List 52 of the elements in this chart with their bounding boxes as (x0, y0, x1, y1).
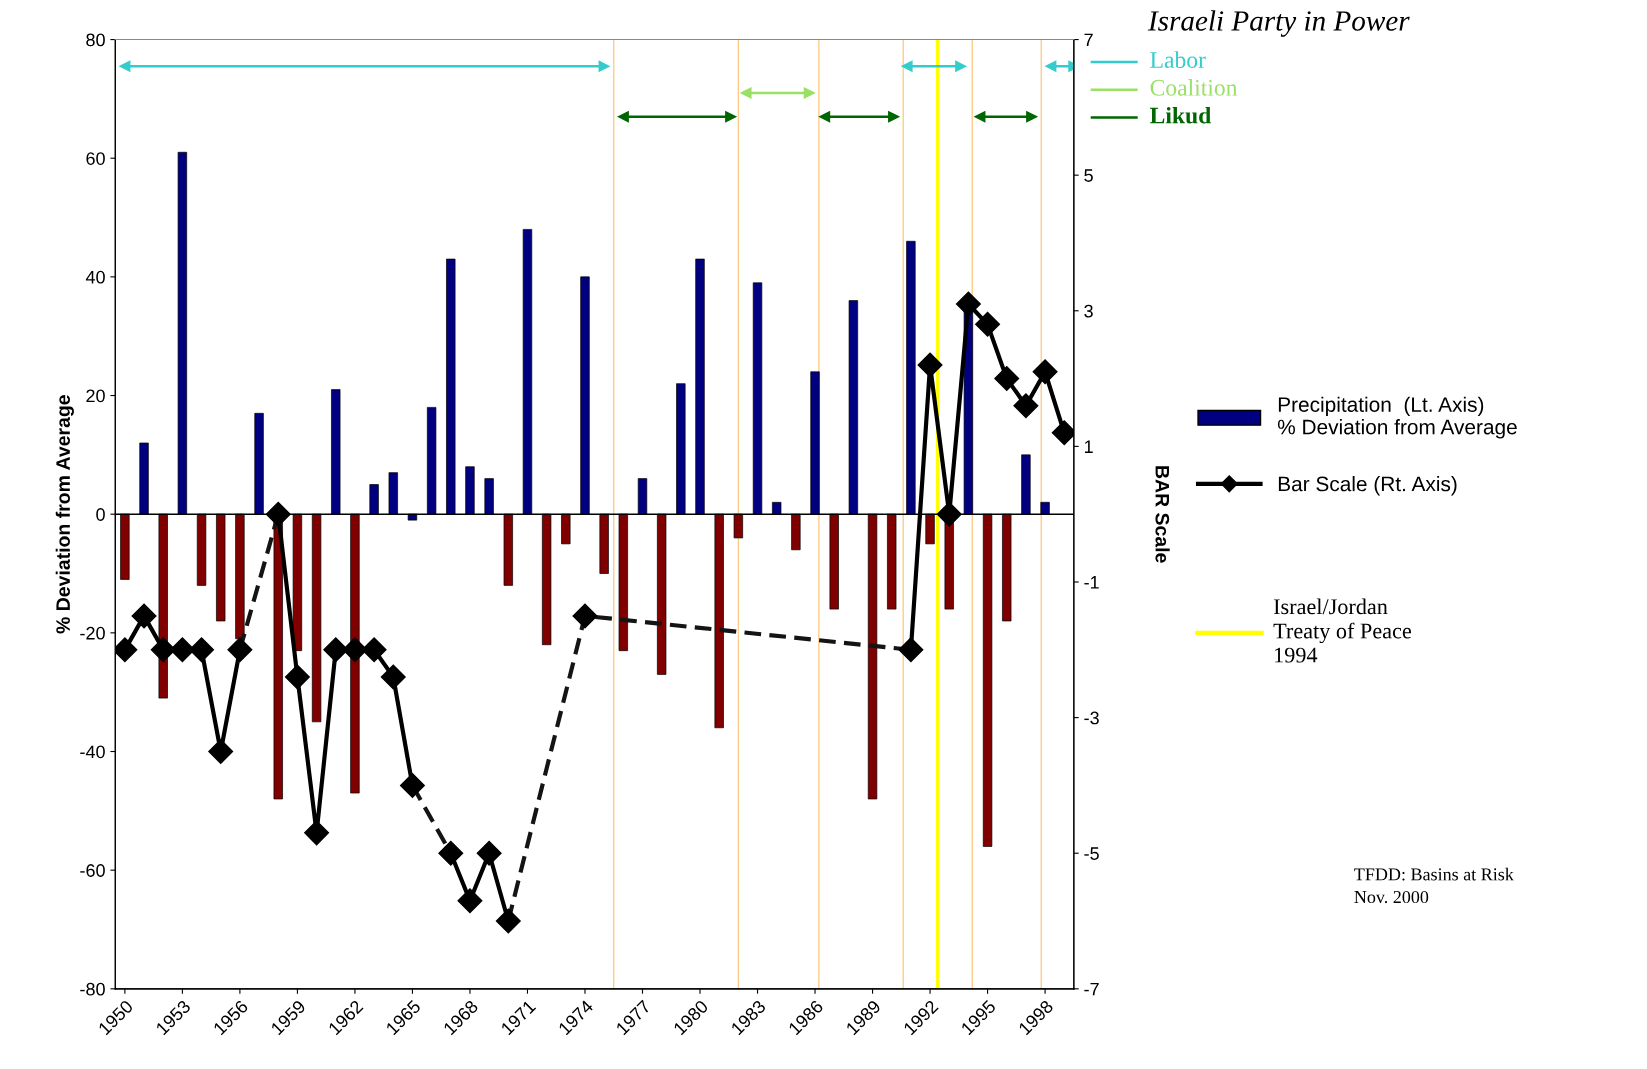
point (457, 888, 483, 914)
y2-tick-label: -5 (1084, 847, 1099, 860)
y-tick-label: -60 (80, 864, 105, 877)
point (304, 820, 330, 846)
y-tick-label: 20 (86, 389, 105, 403)
y2-tick-label: -7 (1084, 982, 1099, 996)
y2-axis-title: BAR Scale (1155, 466, 1170, 563)
point (975, 311, 1001, 337)
legend-label: Bar Scale (Rt. Axis) (1278, 476, 1457, 496)
point (169, 637, 195, 663)
point (208, 739, 234, 764)
y-tick-label: 80 (86, 33, 105, 47)
text: TFDD: Basins at Risk Nov. 2000 (1354, 867, 1514, 904)
point (1032, 359, 1058, 385)
y-tick-label: -20 (80, 626, 105, 640)
legend-label: Likud (1150, 106, 1212, 124)
y2-tick-label: -1 (1084, 576, 1099, 589)
y2-tick-label: -3 (1084, 711, 1099, 725)
y2-tick-label: 7 (1084, 33, 1093, 47)
point (284, 664, 310, 690)
y-axis-title: % Deviation from Average (55, 395, 74, 634)
point (898, 637, 924, 663)
point (955, 291, 981, 317)
text: Israel/Jordan Treaty of Peace 1994 (1273, 598, 1411, 663)
text: Israeli Party in Power (1147, 10, 1410, 37)
point (476, 840, 502, 866)
y-tick-label: 40 (85, 270, 105, 284)
y2-tick-label: 3 (1084, 304, 1093, 318)
point (361, 637, 387, 663)
point (265, 501, 291, 527)
point (399, 772, 425, 798)
point (380, 664, 406, 690)
y2-tick-label: 5 (1084, 169, 1093, 182)
point (438, 840, 464, 866)
legend-label: Precipitation (Lt. Axis) % Deviation from Average (1277, 396, 1517, 439)
y2-tick-label: 1 (1084, 440, 1093, 453)
legend-label: Labor (1150, 51, 1206, 68)
point (227, 637, 253, 663)
point (131, 603, 157, 629)
y-tick-label: 60 (86, 152, 105, 165)
point (495, 908, 521, 934)
y-tick-label: -40 (80, 745, 105, 759)
point (189, 637, 215, 663)
point (1013, 393, 1039, 419)
point (994, 366, 1020, 392)
point (572, 603, 598, 629)
point (936, 501, 962, 527)
point (917, 352, 943, 378)
legend-label: Coalition (1150, 79, 1238, 96)
y-tick-label: 0 (96, 508, 105, 521)
point (150, 637, 176, 663)
y-tick-label: -80 (80, 982, 105, 996)
